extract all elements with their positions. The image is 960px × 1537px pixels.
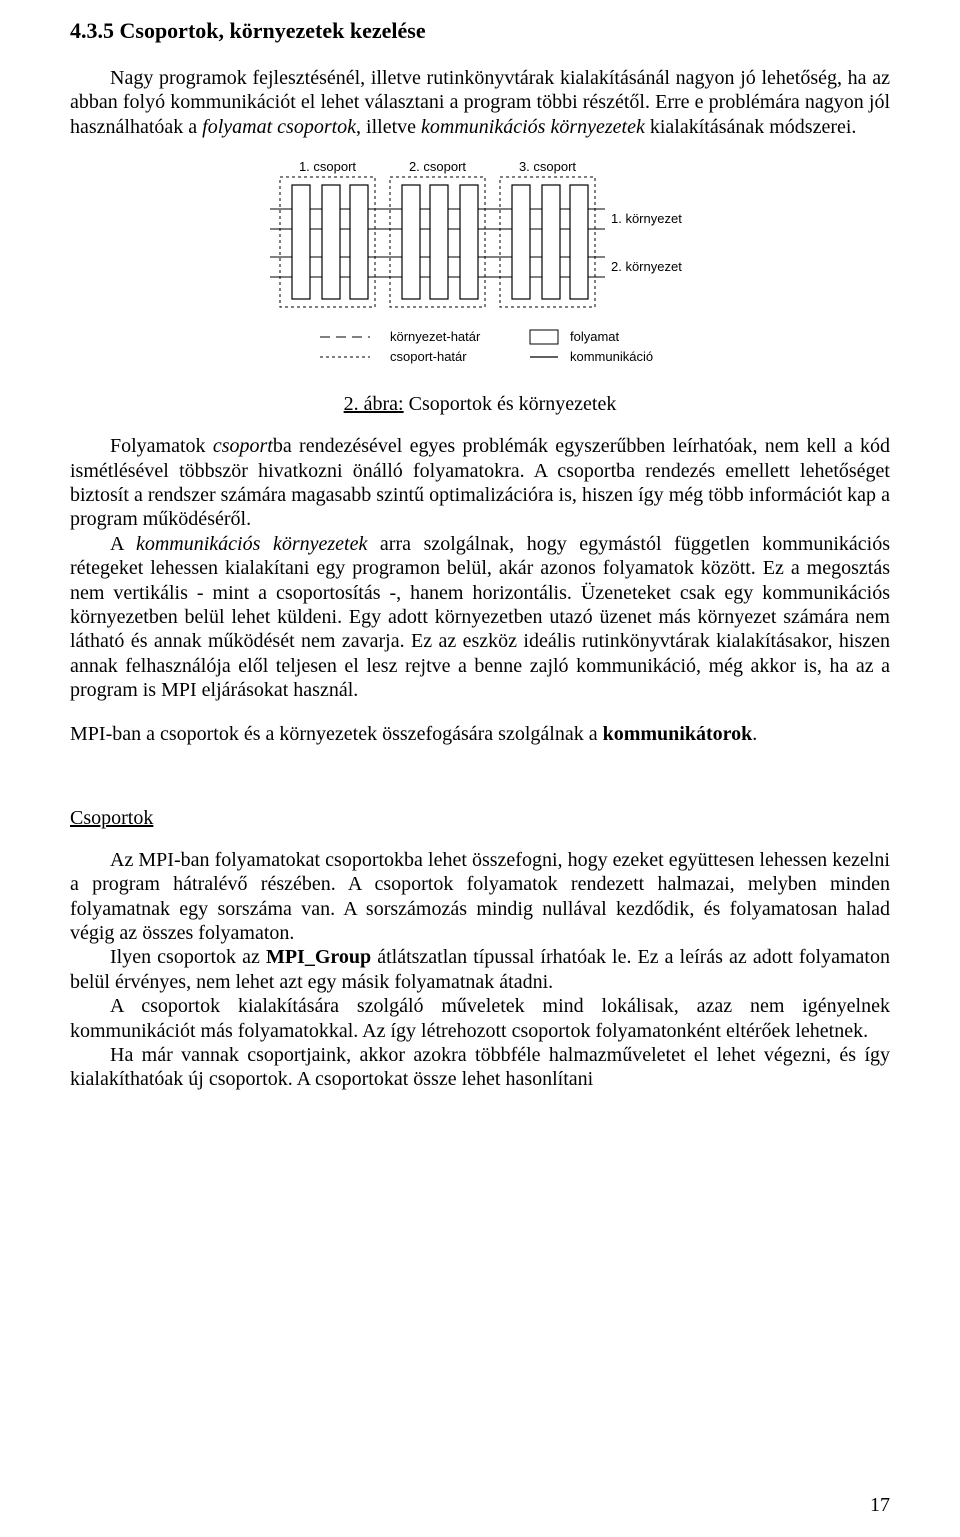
svg-text:2. környezet: 2. környezet: [611, 259, 682, 274]
svg-text:csoport-határ: csoport-határ: [390, 349, 467, 364]
text: , illetve: [356, 116, 421, 138]
text: Folyamatok: [110, 435, 213, 457]
paragraph-4: MPI-ban a csoportok és a környezetek öss…: [70, 722, 890, 746]
paragraph-6: Ilyen csoportok az MPI_Group átlátszatla…: [70, 945, 890, 994]
italic-text: kommunikációs környezetek: [136, 533, 367, 555]
groups-environments-diagram: 1. csoport 2. csoport 3. csoport 1. környez…: [250, 157, 710, 387]
italic-text: csoport: [213, 435, 273, 457]
italic-text: kommunikációs környezetek: [421, 116, 645, 138]
paragraph-1: Nagy programok fejlesztésénél, illetve r…: [70, 66, 890, 139]
paragraph-7: A csoportok kialakítására szolgáló művel…: [70, 994, 890, 1043]
svg-text:környezet-határ: környezet-határ: [390, 329, 481, 344]
caption-text: Csoportok és környezetek: [404, 393, 617, 415]
page-number: 17: [870, 1494, 890, 1517]
bold-text: kommunikátorok: [603, 723, 753, 745]
svg-text:kommunikáció: kommunikáció: [570, 349, 653, 364]
paragraph-5: Az MPI-ban folyamatokat csoportokba lehe…: [70, 848, 890, 946]
caption-label: 2. ábra:: [344, 393, 404, 415]
spacer: [70, 702, 890, 722]
text: .: [752, 723, 757, 745]
text: kialakításának módszerei.: [645, 116, 857, 138]
paragraph-8: Ha már vannak csoportjaink, akkor azokra…: [70, 1043, 890, 1092]
text: MPI-ban a csoportok és a környezetek öss…: [70, 723, 603, 745]
italic-text: folyamat csoportok: [202, 116, 356, 138]
text: arra szolgálnak, hogy egymástól függetle…: [70, 533, 890, 701]
spacer: [70, 747, 890, 807]
text: Ha már vannak csoportjaink, akkor azokra…: [70, 1044, 890, 1090]
subsection-heading: Csoportok: [70, 807, 890, 830]
text: A: [110, 533, 136, 555]
svg-text:2. csoport: 2. csoport: [409, 159, 466, 174]
figure-caption: 2. ábra: Csoportok és környezetek: [70, 393, 890, 416]
bold-text: MPI_Group: [266, 946, 371, 968]
paragraph-3: A kommunikációs környezetek arra szolgál…: [70, 532, 890, 703]
figure: 1. csoport 2. csoport 3. csoport 1. környez…: [70, 157, 890, 387]
svg-text:folyamat: folyamat: [570, 329, 620, 344]
page: 4.3.5 Csoportok, környezetek kezelése Na…: [0, 0, 960, 1537]
paragraph-2: Folyamatok csoportba rendezésével egyes …: [70, 434, 890, 532]
text: Ilyen csoportok az: [110, 946, 266, 968]
svg-text:3. csoport: 3. csoport: [519, 159, 576, 174]
svg-text:1. környezet: 1. környezet: [611, 211, 682, 226]
text: Az MPI-ban folyamatokat csoportokba lehe…: [70, 849, 890, 944]
section-heading: 4.3.5 Csoportok, környezetek kezelése: [70, 18, 890, 44]
text: A csoportok kialakítására szolgáló művel…: [70, 995, 890, 1041]
svg-text:1. csoport: 1. csoport: [299, 159, 356, 174]
